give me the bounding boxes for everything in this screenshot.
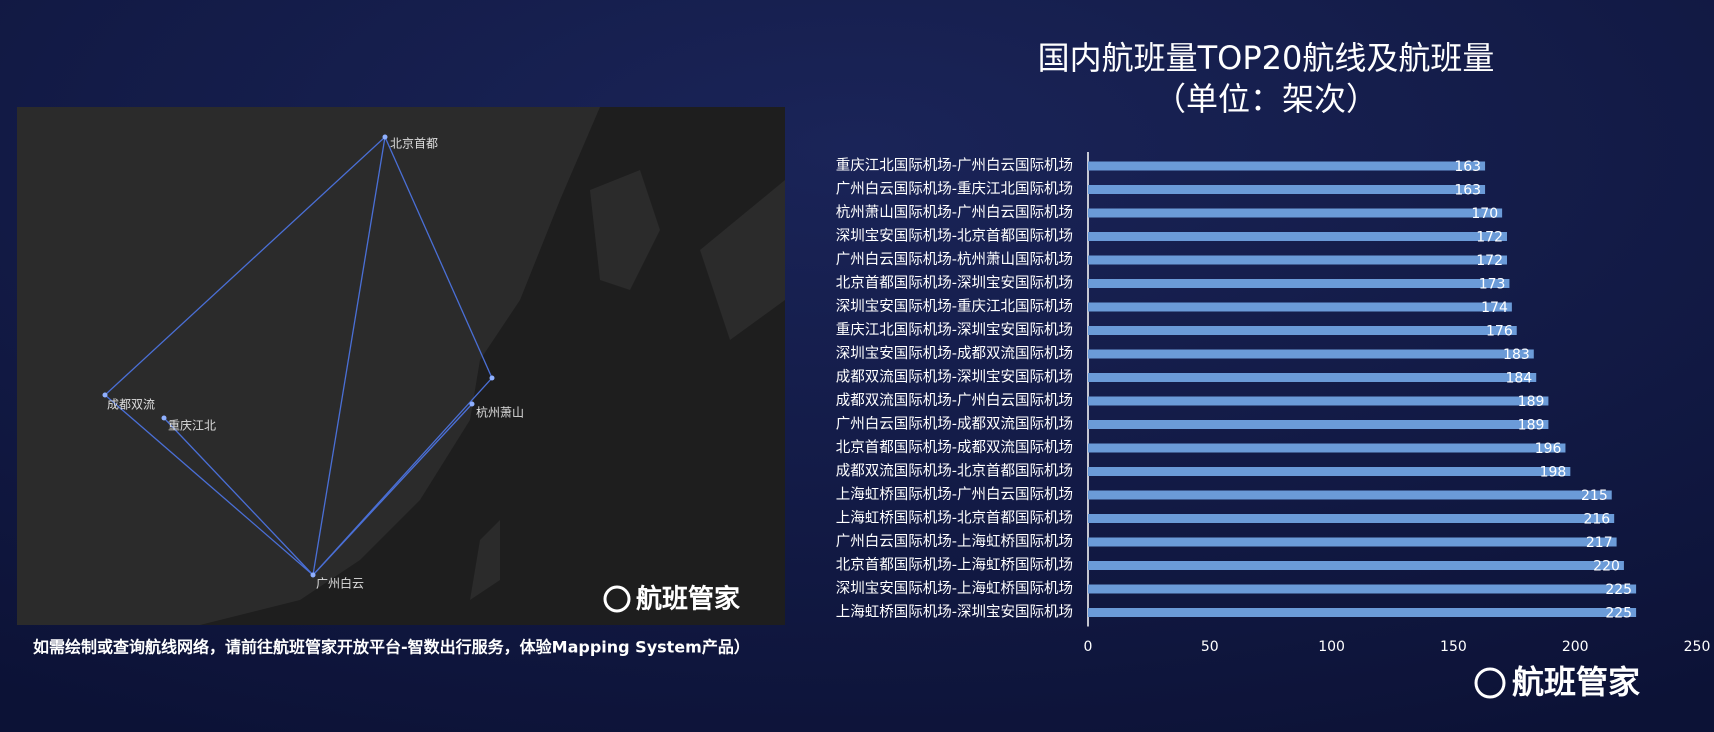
x-tick-label: 50	[1201, 639, 1219, 655]
bar	[1088, 514, 1615, 523]
map-land	[700, 180, 785, 340]
logo: 航班管家	[1512, 663, 1640, 701]
route	[384, 136, 493, 379]
y-tick-label: 深圳宝安国际机场-成都双流国际机场	[836, 345, 1073, 362]
value-label: 196	[1535, 441, 1562, 457]
bar	[1088, 185, 1486, 194]
bar	[1088, 255, 1507, 265]
airport	[310, 572, 316, 578]
route	[104, 394, 314, 576]
airports	[102, 134, 495, 578]
value-label: 189	[1518, 418, 1545, 434]
y-tick-label: 重庆江北国际机场-深圳宝安国际机场	[836, 322, 1073, 339]
city-label: 广州白云	[316, 576, 364, 591]
value-label: 173	[1479, 277, 1506, 293]
x-tick-label: 200	[1562, 639, 1589, 655]
bar	[1088, 161, 1486, 171]
y-tick-label: 广州白云国际机场-成都双流国际机场	[836, 416, 1073, 433]
y-tick-label: 重庆江北国际机场-广州白云国际机场	[836, 157, 1073, 174]
x-tick-label: 250	[1684, 639, 1711, 655]
caption: 如需绘制或查询航线网络，请前往航班管家开放平台-智数出行服务，体验Mapping…	[33, 638, 750, 657]
airport	[382, 134, 388, 140]
value-label: 225	[1605, 606, 1632, 622]
chart-title: 国内航班量TOP20航线及航班量	[1038, 39, 1495, 77]
value-label: 183	[1503, 347, 1530, 363]
map-logo-icon	[603, 585, 631, 613]
y-tick-label: 广州白云国际机场-上海虹桥国际机场	[836, 533, 1073, 550]
airport	[102, 392, 108, 398]
bar	[1088, 537, 1617, 547]
chart-subtitle: （单位：架次）	[1154, 80, 1378, 118]
bar	[1088, 561, 1624, 570]
map-land	[470, 520, 500, 600]
routes	[104, 136, 493, 576]
y-tick-label: 广州白云国际机场-杭州萧山国际机场	[836, 251, 1073, 268]
value-label: 215	[1581, 488, 1608, 504]
city-label: 杭州萧山	[476, 405, 524, 420]
logo-icon	[1474, 667, 1506, 699]
route	[104, 136, 386, 396]
bar	[1088, 232, 1507, 241]
route	[163, 417, 314, 576]
value-label: 217	[1586, 535, 1613, 551]
y-tick-label: 上海虹桥国际机场-深圳宝安国际机场	[836, 604, 1073, 621]
y-tick-label: 杭州萧山国际机场-广州白云国际机场	[836, 204, 1073, 221]
bar	[1088, 349, 1534, 359]
x-tick-label: 150	[1440, 639, 1467, 655]
airport	[161, 415, 167, 421]
value-label: 163	[1454, 183, 1481, 199]
y-tick-label: 深圳宝安国际机场-上海虹桥国际机场	[836, 580, 1073, 597]
y-tick-label: 深圳宝安国际机场-北京首都国际机场	[836, 228, 1073, 245]
bar	[1088, 608, 1637, 617]
value-label: 172	[1476, 230, 1503, 246]
x-tick-label: 0	[1084, 639, 1093, 655]
y-tick-label: 成都双流国际机场-北京首都国际机场	[836, 463, 1073, 480]
x-tick-label: 100	[1318, 639, 1345, 655]
map-logo: 航班管家	[636, 584, 740, 615]
value-label: 225	[1605, 582, 1632, 598]
value-label: 170	[1471, 206, 1498, 222]
map-land	[17, 107, 600, 625]
airport	[469, 401, 475, 407]
y-tick-label: 上海虹桥国际机场-北京首都国际机场	[836, 510, 1073, 527]
bar	[1088, 373, 1537, 382]
map-land	[590, 170, 660, 290]
value-label: 163	[1454, 159, 1481, 175]
y-tick-label: 广州白云国际机场-重庆江北国际机场	[836, 181, 1073, 198]
value-label: 176	[1486, 324, 1513, 340]
bar	[1088, 420, 1549, 429]
value-label: 198	[1540, 465, 1567, 481]
value-label: 184	[1505, 371, 1532, 387]
y-tick-label: 上海虹桥国际机场-广州白云国际机场	[836, 486, 1073, 503]
map: 北京首都 成都双流 重庆江北 杭州萧山 广州白云 航班管家	[17, 107, 785, 625]
bar	[1088, 443, 1566, 453]
bar	[1088, 279, 1510, 288]
y-tick-label: 北京首都国际机场-成都双流国际机场	[836, 439, 1073, 456]
city-label: 重庆江北	[168, 419, 216, 433]
airport	[489, 375, 495, 381]
y-tick-label: 成都双流国际机场-广州白云国际机场	[836, 392, 1073, 409]
value-label: 220	[1593, 559, 1620, 575]
bar	[1088, 208, 1503, 218]
route	[312, 136, 386, 576]
bar	[1088, 396, 1549, 406]
city-label: 成都双流	[107, 398, 155, 412]
city-label: 北京首都	[390, 137, 438, 151]
value-label: 189	[1518, 394, 1545, 410]
value-label: 172	[1476, 253, 1503, 269]
bar	[1088, 467, 1571, 476]
bar	[1088, 302, 1512, 312]
route	[312, 403, 473, 576]
city-labels: 北京首都 成都双流 重庆江北 杭州萧山 广州白云	[107, 137, 524, 591]
y-tick-label: 北京首都国际机场-上海虹桥国际机场	[836, 557, 1073, 574]
y-tick-label: 成都双流国际机场-深圳宝安国际机场	[836, 369, 1073, 386]
value-label: 216	[1583, 512, 1610, 528]
bar	[1088, 584, 1637, 594]
bar	[1088, 326, 1517, 335]
y-tick-label: 北京首都国际机场-深圳宝安国际机场	[836, 275, 1073, 292]
value-label: 174	[1481, 300, 1508, 316]
bar	[1088, 490, 1612, 500]
y-tick-label: 深圳宝安国际机场-重庆江北国际机场	[836, 298, 1073, 315]
